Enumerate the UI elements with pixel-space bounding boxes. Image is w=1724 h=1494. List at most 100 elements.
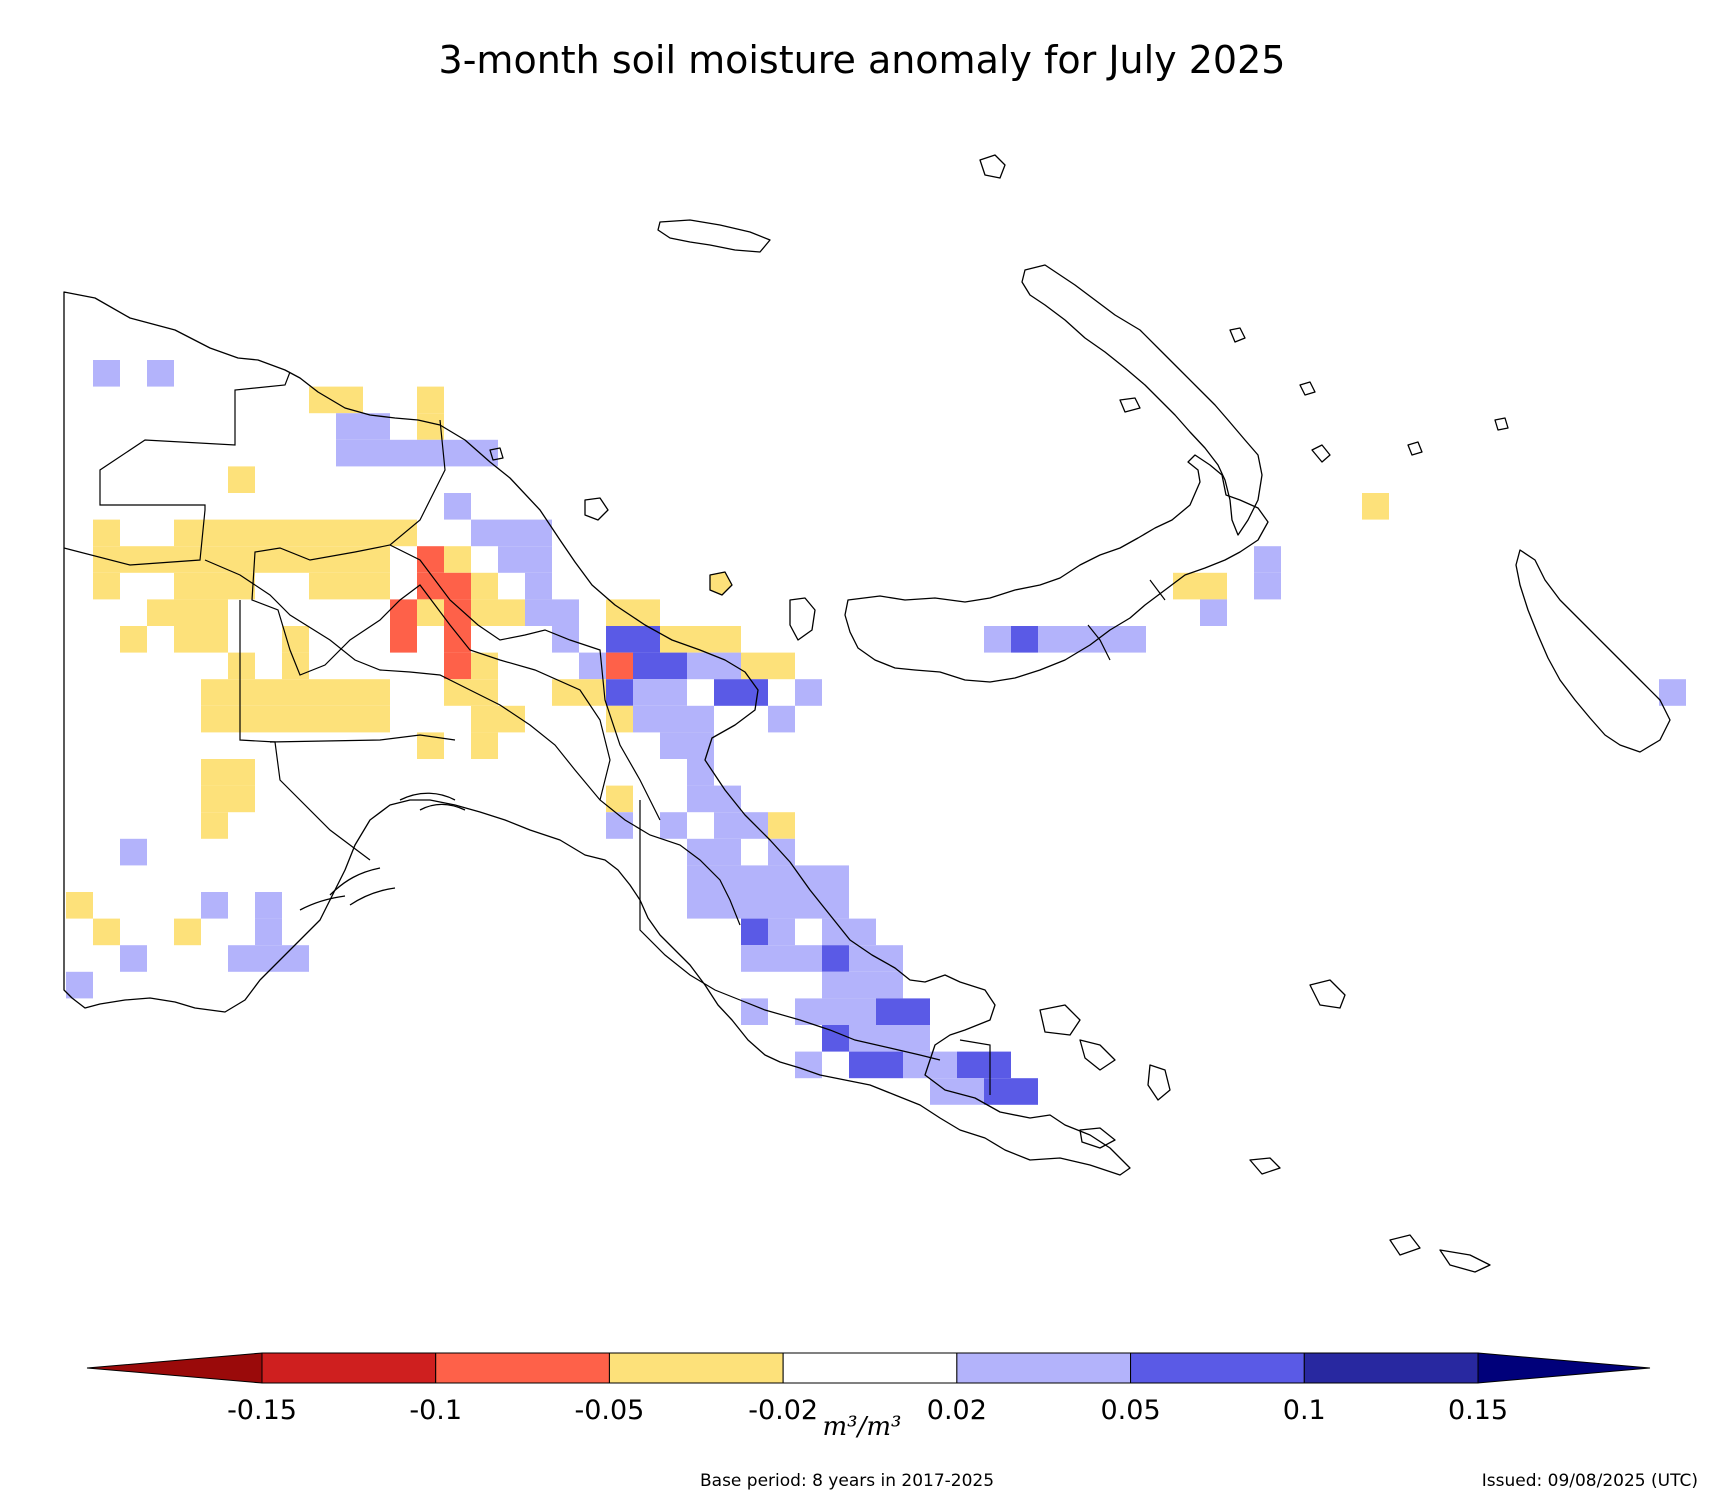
anomaly-cell xyxy=(417,546,444,573)
anomaly-cell xyxy=(309,572,336,600)
anomaly-cell xyxy=(93,918,120,946)
anomaly-cell xyxy=(903,1025,930,1052)
anomaly-cell xyxy=(309,705,336,733)
manus-coast xyxy=(657,219,771,253)
anomaly-cell xyxy=(849,1051,876,1079)
anomaly-cell xyxy=(633,705,660,733)
anomaly-cell xyxy=(120,626,147,653)
colorbar-tick-label: 0.02 xyxy=(927,1395,987,1426)
colorbar-segment xyxy=(1130,1352,1305,1384)
new-britain-coast xyxy=(844,454,1269,683)
anomaly-cell xyxy=(795,945,822,972)
anomaly-cell xyxy=(255,705,282,733)
anomaly-cell xyxy=(363,572,390,600)
anomaly-cell xyxy=(228,572,255,600)
anomaly-cell xyxy=(255,918,282,946)
anomaly-cell xyxy=(174,546,201,573)
anomaly-cell xyxy=(525,519,552,547)
anomaly-cell xyxy=(282,945,309,972)
anomaly-cell xyxy=(795,679,822,706)
anomaly-cell xyxy=(687,626,714,653)
anomaly-cell xyxy=(984,1078,1011,1105)
anomaly-cell xyxy=(606,626,633,653)
anomaly-cell xyxy=(768,918,795,946)
anomaly-cell xyxy=(687,759,714,786)
anomaly-cell xyxy=(633,652,660,680)
anomaly-cell xyxy=(228,679,255,706)
anomaly-cell xyxy=(768,812,795,839)
anomaly-cell xyxy=(822,918,849,946)
coastlines xyxy=(63,154,1671,1273)
anomaly-cell xyxy=(228,945,255,972)
anomaly-cell xyxy=(849,945,876,972)
anomaly-cell xyxy=(363,519,390,547)
anomaly-cell xyxy=(444,439,471,467)
anomaly-cell xyxy=(849,998,876,1025)
anomaly-cell xyxy=(660,732,687,759)
anomaly-cell xyxy=(201,892,228,919)
colorbar-segment xyxy=(435,1352,610,1384)
anomaly-cell xyxy=(795,892,822,919)
anomaly-cell xyxy=(1659,679,1686,706)
anomaly-cell xyxy=(1038,626,1065,653)
anomaly-cell xyxy=(498,519,525,547)
anomaly-cell xyxy=(525,599,552,626)
anomaly-cell xyxy=(201,759,228,786)
anomaly-cell xyxy=(876,1051,903,1079)
anomaly-cell xyxy=(201,626,228,653)
anomaly-cell xyxy=(822,945,849,972)
anomaly-cell xyxy=(849,918,876,946)
colorbar-tick-label: 0.15 xyxy=(1448,1395,1508,1426)
anomaly-cell xyxy=(471,732,498,759)
anomaly-cell xyxy=(282,519,309,547)
anomaly-cell xyxy=(741,652,768,680)
anomaly-cell xyxy=(498,599,525,626)
anomaly-cell xyxy=(228,759,255,786)
anomaly-cell xyxy=(741,918,768,946)
anomaly-cell xyxy=(768,892,795,919)
anomaly-cell xyxy=(147,360,174,387)
anomaly-cell xyxy=(444,493,471,520)
anomaly-cell xyxy=(1119,626,1146,653)
anomaly-cell xyxy=(417,386,444,414)
anomaly-cell xyxy=(903,998,930,1025)
colorbar-segment xyxy=(261,1352,437,1384)
anomaly-cell xyxy=(363,546,390,573)
soil-moisture-map xyxy=(63,154,1686,1273)
anomaly-cell xyxy=(714,812,741,839)
anomaly-cell xyxy=(93,519,120,547)
anomaly-cell xyxy=(471,652,498,680)
anomaly-cell xyxy=(417,439,444,467)
anomaly-cell xyxy=(390,439,417,467)
anomaly-cell xyxy=(120,945,147,972)
anomaly-cell xyxy=(876,945,903,972)
anomaly-cell xyxy=(255,945,282,972)
anomaly-cell xyxy=(228,519,255,547)
anomaly-cell xyxy=(228,466,255,493)
anomaly-cell xyxy=(687,705,714,733)
anomaly-cell xyxy=(201,599,228,626)
anomaly-cell xyxy=(444,599,471,626)
anomaly-cell xyxy=(417,413,444,440)
anomaly-cell xyxy=(984,626,1011,653)
anomaly-cell xyxy=(1011,1078,1038,1105)
anomaly-cell xyxy=(255,519,282,547)
anomaly-cell xyxy=(1362,493,1389,520)
anomaly-cell xyxy=(660,812,687,839)
anomaly-cell xyxy=(579,679,606,706)
anomaly-cell xyxy=(120,546,147,573)
anomaly-cell xyxy=(336,705,363,733)
anomaly-cell xyxy=(228,652,255,680)
anomaly-cell xyxy=(660,626,687,653)
anomaly-cell xyxy=(255,546,282,573)
map-title: 3-month soil moisture anomaly for July 2… xyxy=(438,38,1286,82)
anomaly-cell xyxy=(714,892,741,919)
anomaly-cell xyxy=(687,652,714,680)
anomaly-cell xyxy=(525,546,552,573)
anomaly-cell xyxy=(336,679,363,706)
anomaly-cell xyxy=(336,546,363,573)
base-period-note: Base period: 8 years in 2017-2025 xyxy=(700,1471,995,1491)
anomaly-cell xyxy=(714,626,741,653)
anomaly-cell xyxy=(282,705,309,733)
anomaly-cell xyxy=(1254,572,1281,600)
